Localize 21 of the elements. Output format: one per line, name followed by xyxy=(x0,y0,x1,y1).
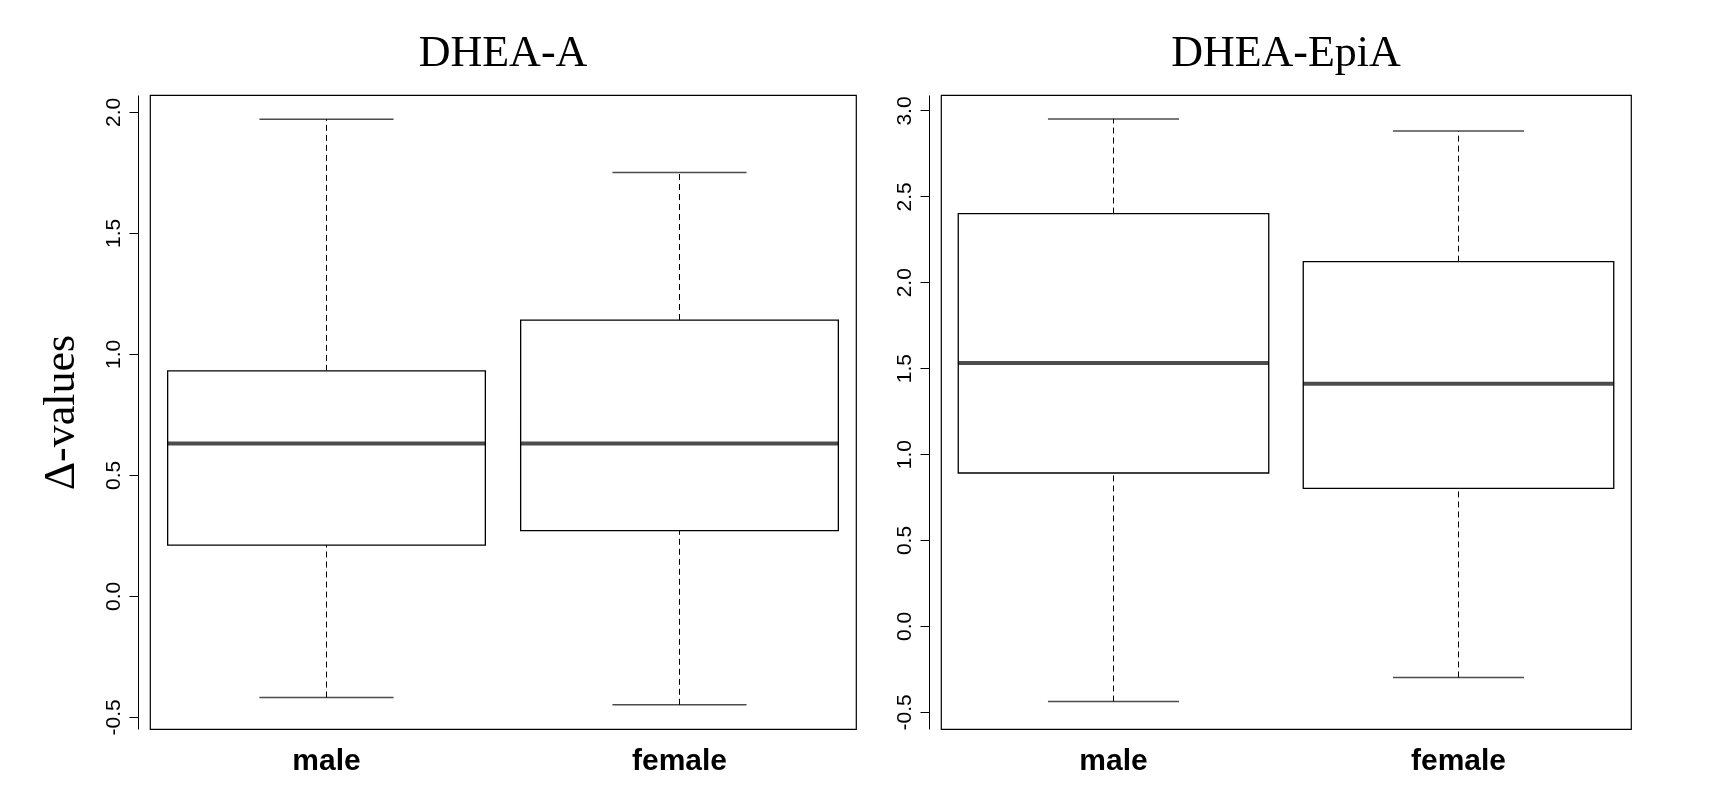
y-tick-label: 2.5 xyxy=(891,182,915,212)
x-tick-label: male xyxy=(1079,742,1148,776)
y-tick-label: -0.5 xyxy=(100,699,124,736)
y-tick-label: -0.5 xyxy=(891,694,915,731)
y-tick-label: 0.0 xyxy=(100,581,124,612)
y-tick-label: 0.0 xyxy=(891,611,915,642)
chart-title: DHEA-EpiA xyxy=(1171,27,1402,76)
y-tick-label: 1.0 xyxy=(100,339,124,370)
y-tick-label: 3.0 xyxy=(891,96,915,126)
x-tick-label: female xyxy=(631,742,728,776)
y-tick-label: 0.5 xyxy=(100,460,124,491)
y-tick-label: 2.0 xyxy=(100,97,124,128)
x-tick-label: female xyxy=(1410,742,1507,776)
y-tick-label: 0.5 xyxy=(891,525,915,556)
chart-title: DHEA-A xyxy=(418,27,588,76)
x-tick-label: male xyxy=(292,742,361,776)
y-tick-label: 1.5 xyxy=(100,218,124,249)
y-tick-label: 1.5 xyxy=(891,354,915,384)
y-tick-label: 1.0 xyxy=(891,439,915,470)
y-tick-label: 2.0 xyxy=(891,268,915,298)
y-axis-title: Δ-values xyxy=(34,334,84,491)
